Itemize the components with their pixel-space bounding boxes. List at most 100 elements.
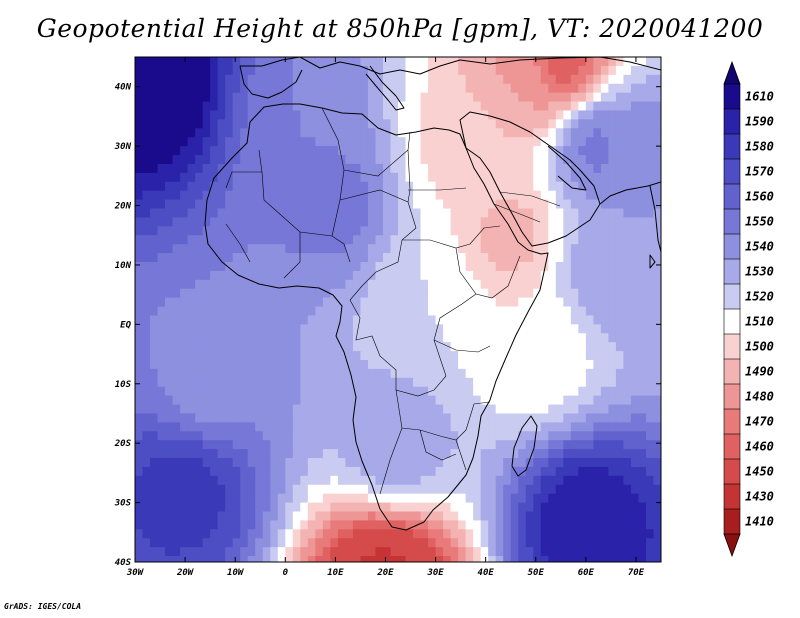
field-cell	[300, 547, 309, 557]
field-cell	[585, 190, 594, 201]
field-cell	[623, 351, 632, 361]
field-cell	[533, 226, 542, 236]
field-cell	[247, 181, 256, 192]
field-cell	[585, 261, 594, 272]
field-cell	[150, 306, 159, 317]
field-cell	[450, 413, 459, 423]
field-cell	[645, 208, 655, 219]
field-cell	[322, 65, 331, 76]
field-cell	[608, 297, 617, 308]
field-cell	[225, 190, 234, 201]
field-cell	[600, 261, 609, 272]
field-cell	[623, 146, 632, 156]
field-cell	[322, 235, 331, 245]
field-cell	[570, 386, 579, 397]
field-cell	[480, 261, 489, 272]
field-cell	[307, 235, 316, 245]
field-cell	[473, 306, 482, 317]
field-cell	[142, 377, 151, 388]
field-cell	[292, 297, 301, 308]
field-cell	[578, 190, 587, 201]
field-cell	[352, 547, 362, 557]
field-cell	[638, 190, 647, 201]
field-cell	[352, 351, 362, 361]
field-cell	[337, 386, 346, 397]
field-cell	[352, 146, 362, 156]
field-cell	[435, 110, 444, 120]
field-cell	[623, 547, 632, 557]
field-cell	[135, 226, 144, 236]
field-cell	[337, 538, 346, 548]
field-cell	[157, 110, 166, 120]
field-cell	[360, 163, 369, 174]
field-cell	[548, 502, 557, 513]
field-cell	[157, 270, 166, 281]
field-cell	[518, 431, 527, 441]
field-cell	[262, 538, 271, 548]
field-cell	[428, 556, 437, 562]
field-cell	[555, 270, 564, 281]
field-cell	[367, 529, 377, 539]
field-cell	[420, 146, 429, 156]
field-cell	[345, 538, 354, 548]
field-cell	[285, 466, 294, 477]
field-cell	[232, 137, 241, 147]
field-cell	[322, 395, 331, 406]
field-cell	[645, 386, 655, 397]
field-cell	[210, 57, 219, 67]
field-cell	[172, 342, 181, 352]
field-cell	[623, 244, 632, 254]
field-cell	[135, 547, 144, 557]
field-cell	[593, 253, 602, 263]
field-cell	[533, 83, 542, 94]
field-cell	[488, 538, 497, 548]
field-cell	[653, 270, 661, 281]
field-cell	[210, 466, 219, 477]
field-cell	[428, 279, 437, 290]
field-cell	[292, 155, 301, 165]
field-cell	[180, 333, 189, 343]
field-cell	[337, 172, 346, 183]
field-cell	[585, 502, 594, 513]
field-cell	[638, 440, 647, 450]
field-cell	[563, 65, 572, 76]
field-cell	[360, 315, 369, 325]
field-cell	[593, 74, 602, 85]
field-cell	[157, 261, 166, 272]
field-cell	[645, 119, 655, 129]
field-cell	[172, 199, 181, 210]
field-cell	[262, 431, 271, 441]
field-cell	[277, 146, 286, 156]
field-cell	[413, 172, 422, 183]
field-cell	[525, 306, 534, 317]
field-cell	[540, 163, 549, 174]
field-cell	[232, 386, 241, 397]
field-cell	[157, 83, 166, 94]
field-cell	[593, 199, 602, 210]
field-cell	[518, 493, 527, 504]
field-cell	[473, 101, 482, 112]
field-cell	[638, 199, 647, 210]
field-cell	[180, 199, 189, 210]
field-cell	[390, 351, 399, 361]
field-cell	[202, 57, 211, 67]
field-cell	[615, 511, 625, 522]
field-cell	[247, 163, 256, 174]
field-cell	[172, 360, 181, 370]
field-cell	[165, 297, 174, 308]
field-cell	[367, 83, 377, 94]
field-cell	[292, 199, 301, 210]
field-cell	[473, 484, 482, 495]
field-cell	[277, 279, 286, 290]
field-cell	[503, 556, 512, 562]
field-cell	[307, 475, 316, 486]
field-cell	[352, 244, 362, 254]
field-cell	[518, 475, 527, 486]
field-cell	[277, 208, 286, 219]
field-cell	[540, 83, 549, 94]
field-cell	[540, 529, 549, 539]
field-cell	[570, 315, 579, 325]
field-cell	[270, 235, 279, 245]
field-cell	[578, 235, 587, 245]
field-cell	[638, 235, 647, 245]
